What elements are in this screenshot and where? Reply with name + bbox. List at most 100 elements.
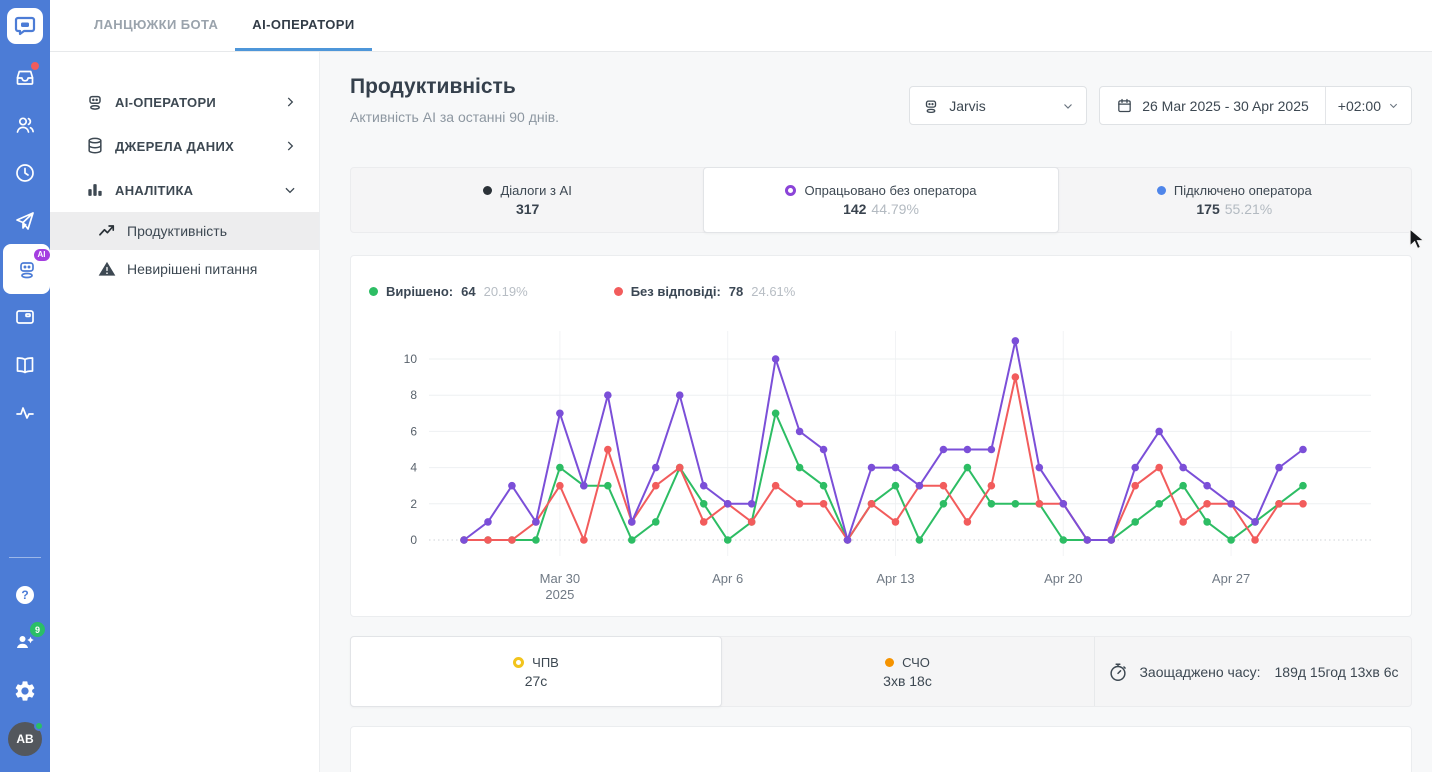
legend-item-resolved[interactable]: Вирішено: 64 20.19% [369,284,528,299]
sidebar-item-campaigns[interactable] [0,209,50,233]
legend-value: 64 [461,284,475,299]
stat-marker-dot [1157,186,1166,195]
robot-icon [922,97,940,115]
chat-logo-icon [13,14,37,38]
chevron-down-icon [1388,100,1399,111]
time-saved-label: Заощаджено часу: [1139,664,1260,680]
sidebar-item-label: Невирішені питання [127,261,257,277]
user-avatar[interactable]: AB [8,722,42,756]
page-title: Продуктивність [350,75,516,99]
tab-bot-flows[interactable]: ЛАНЦЮЖКИ БОТА [77,0,235,51]
next-section-card [350,726,1412,772]
sidebar-item-ai-operators-active[interactable]: AI [3,244,50,294]
sidebar-group-analytics[interactable]: АНАЛІТИКА [50,168,319,212]
avatar-initials: AB [16,732,33,746]
sidebar-item-label: Продуктивність [127,223,227,239]
bot-selector-dropdown[interactable]: Jarvis [909,86,1087,125]
legend-dot-green [369,287,378,296]
top-tab-bar: ЛАНЦЮЖКИ БОТА АІ-ОПЕРАТОРИ [50,0,1432,52]
app-root: AI ? [0,0,1432,772]
sidebar-group-data-sources[interactable]: ДЖЕРЕЛА ДАНИХ [50,124,319,168]
stat-percent: 55.21% [1225,201,1272,217]
help-icon: ? [13,583,37,607]
stat-processed-without-operator[interactable]: Опрацьовано без оператора 14244.79% [703,167,1058,233]
online-status-dot [34,721,44,731]
legend-label: Вирішено: [386,284,453,299]
trending-up-icon [97,221,117,241]
stat-ai-dialogs[interactable]: Діалоги з AI 317 [351,168,704,232]
app-logo[interactable] [7,8,43,44]
svg-text:4: 4 [410,461,417,475]
sidebar-item-inbox[interactable] [0,65,50,89]
sidebar-item-contacts[interactable] [0,113,50,137]
pulse-icon [13,401,37,425]
sidebar-item-invite[interactable]: 9 [0,629,50,653]
timezone-selector[interactable]: +02:00 [1325,87,1411,124]
date-range-group: 26 Mar 2025 - 30 Apr 2025 +02:00 [1099,86,1412,125]
header-controls: Jarvis 26 Mar 2025 - 30 Apr 2025 +02:00 [909,86,1412,125]
ai-badge: AI [34,249,50,261]
stat-time-saved: Заощаджено часу: 189д 15год 13хв 6с [1094,637,1411,706]
invite-count-badge: 9 [30,622,45,637]
send-icon [13,209,37,233]
sidebar-group-ai-operators[interactable]: АІ-ОПЕРАТОРИ [50,80,319,124]
performance-line-chart[interactable]: 0246810Mar 302025Apr 6Apr 13Apr 20Apr 27 [351,256,1411,616]
stat-scho[interactable]: СЧО 3хв 18с [721,637,1094,706]
legend-percent: 24.61% [751,284,795,299]
chart-legend: Вирішено: 64 20.19% Без відповіді: 78 24… [369,284,795,299]
sidebar-item-history[interactable] [0,161,50,185]
chevron-down-icon [283,183,297,197]
legend-value: 78 [729,284,743,299]
sidebar-item-knowledge-base[interactable] [0,353,50,377]
performance-chart-card: 0246810Mar 302025Apr 6Apr 13Apr 20Apr 27… [350,255,1412,617]
book-icon [13,353,37,377]
stat-label: Діалоги з AI [500,183,571,198]
svg-text:?: ? [21,588,28,602]
gear-icon [13,679,37,703]
stat-label: Підключено оператора [1174,183,1312,198]
sidebar-item-unresolved[interactable]: Невирішені питання [50,250,319,288]
legend-label: Без відповіді: [631,284,721,299]
bot-selector-value: Jarvis [949,98,1053,114]
main-content: Продуктивність Активність AI за останні … [320,52,1432,772]
stat-marker-ring [785,185,796,196]
stat-marker-ring [513,657,524,668]
inbox-icon [13,65,37,89]
stat-operator-connected[interactable]: Підключено оператора 17555.21% [1058,168,1411,232]
tab-ai-operators[interactable]: АІ-ОПЕРАТОРИ [235,0,371,51]
stat-label: ЧПВ [532,655,559,670]
rail-divider [9,557,41,558]
time-saved-value: 189д 15год 13хв 6с [1275,664,1399,680]
stat-label: СЧО [902,655,930,670]
stat-marker-dot [885,658,894,667]
date-range-picker[interactable]: 26 Mar 2025 - 30 Apr 2025 [1100,87,1325,124]
svg-text:Apr 20: Apr 20 [1044,571,1082,586]
time-stats-bar: ЧПВ 27с СЧО 3хв 18с [350,636,1412,707]
sidebar-item-payments[interactable] [0,305,50,329]
sidebar-item-performance[interactable]: Продуктивність [50,212,319,250]
page-subtitle: Активність AI за останні 90 днів. [350,109,559,125]
stat-value: 27с [525,673,548,689]
svg-text:Mar 30: Mar 30 [540,571,580,586]
sidebar-group-label: АНАЛІТИКА [115,183,273,198]
sidebar-item-activity[interactable] [0,401,50,425]
sidebar-group-label: АІ-ОПЕРАТОРИ [115,95,273,110]
card-icon [13,305,37,329]
svg-text:Apr 13: Apr 13 [876,571,914,586]
svg-text:6: 6 [410,424,417,438]
chevron-down-icon [1062,100,1074,112]
stat-percent: 44.79% [871,201,918,217]
legend-item-unanswered[interactable]: Без відповіді: 78 24.61% [614,284,796,299]
stat-chpv[interactable]: ЧПВ 27с [350,636,722,707]
sidebar-item-settings[interactable] [0,679,50,703]
stat-marker-dot [483,186,492,195]
svg-text:2025: 2025 [545,587,574,602]
ai-bot-icon: AI [15,257,39,281]
svg-text:Apr 6: Apr 6 [712,571,743,586]
sidebar-item-help[interactable]: ? [0,583,50,607]
bar-chart-icon [85,180,105,200]
svg-text:8: 8 [410,388,417,402]
robot-icon [85,92,105,112]
icon-rail: AI ? [0,0,50,772]
clock-icon [13,161,37,185]
